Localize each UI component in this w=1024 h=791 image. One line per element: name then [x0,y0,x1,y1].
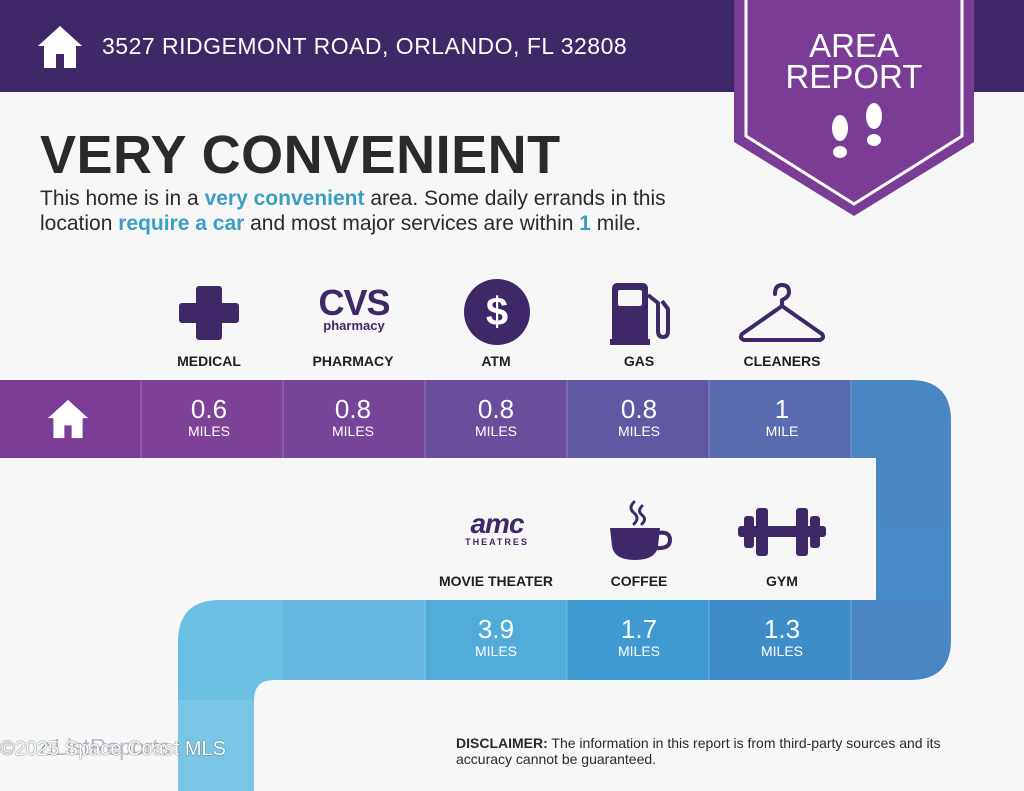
label-movie-theater: MOVIE THEATER [438,573,554,589]
distance-movie-theater: 3.9 MILES [425,615,567,659]
badge-line2: REPORT [785,58,923,95]
distance-value: 1 [774,394,790,424]
theatres-logo-text: THEATRES [465,537,529,547]
badge-title: AREA REPORT [734,27,974,95]
label-atm: ATM [481,353,511,369]
label-coffee: COFFEE [610,573,668,589]
desc-highlight-3: 1 [579,212,591,235]
hanger-icon [738,283,826,342]
desc-text-4: mile. [590,212,642,235]
label-gym: GYM [766,573,798,589]
distance-value: 0.8 [334,394,372,424]
distance-value: 1.3 [763,614,801,644]
distance-value: 1.7 [620,614,658,644]
property-address: 3527 RIDGEMONT ROAD, ORLANDO, FL 32808 [102,33,628,59]
amc-theatres-logo: amc THEATRES [452,508,542,548]
label-pharmacy: PHARMACY [312,353,394,369]
distance-value: 0.6 [190,394,228,424]
listreports-icon: ⌂ [40,734,54,760]
distance-atm: 0.8 MILES [425,395,567,439]
distance-gas: 0.8 MILES [568,395,710,439]
distance-unit: MILES [474,643,517,659]
desc-highlight-2: require a car [118,212,245,235]
listreports-logo: ⌂ListReports [40,734,170,761]
distance-coffee: 1.7 MILES [568,615,710,659]
footprints-icon [832,103,882,158]
desc-highlight-1: very convenient [204,187,365,210]
desc-text-2: area. Some daily errands in this locatio… [40,187,666,235]
distance-pharmacy: 0.8 MILES [282,395,424,439]
disclaimer-text: The information in this report is from t… [456,735,941,767]
dumbbell-icon [738,508,826,556]
distance-value: 3.9 [477,614,515,644]
distance-unit: MILES [617,423,660,439]
area-report-badge [734,0,974,216]
distance-gym: 1.3 MILES [711,615,853,659]
label-gas: GAS [623,353,655,369]
pharmacy-logo-text: pharmacy [323,318,385,333]
label-cleaners: CLEANERS [743,353,821,369]
distance-unit: MILES [617,643,660,659]
amc-logo-text: amc [470,508,524,539]
description: This home is in a very convenient area. … [40,186,740,236]
coffee-cup-icon [610,500,672,560]
distance-cleaners: 1 MILE [711,395,853,439]
distance-medical: 0.6 MILES [138,395,280,439]
home-icon [38,26,82,68]
distance-unit: MILES [331,423,374,439]
gas-pump-icon [610,283,670,345]
medical-cross-icon [179,286,239,340]
cvs-logo-text: CVS [318,282,390,323]
distance-unit: MILES [187,423,230,439]
listreports-logo-text: ListReports [53,734,171,760]
page-title: VERY CONVENIENT [40,125,561,185]
cvs-pharmacy-logo: CVS pharmacy [313,282,395,333]
home-icon-ribbon [47,399,89,439]
distance-unit: MILES [760,643,803,659]
distance-value: 0.8 [477,394,515,424]
desc-text-3: and most major services are within [244,212,580,235]
distance-value: 0.8 [620,394,658,424]
disclaimer-label: DISCLAIMER: [456,735,548,751]
label-medical: MEDICAL [177,353,241,369]
badge-line1: AREA [809,27,899,64]
copyright-watermark: ©2025 Space Coast MLS [0,738,226,760]
distance-unit: MILE [765,423,799,439]
desc-text-1: This home is in a [40,187,205,210]
dollar-icon: $ [464,279,530,345]
disclaimer: DISCLAIMER: The information in this repo… [456,735,996,767]
distance-unit: MILES [474,423,517,439]
